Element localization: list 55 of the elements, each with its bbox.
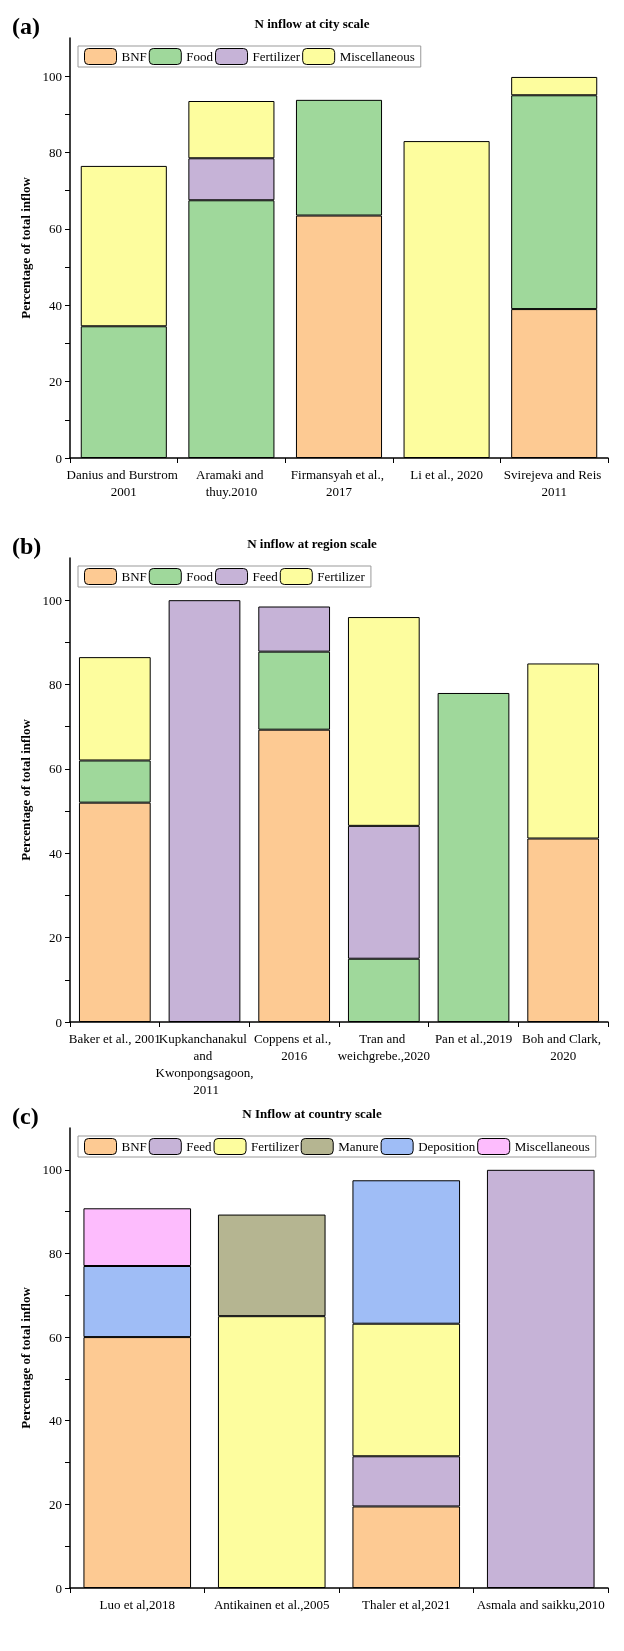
legend-label: Feed [252, 569, 279, 584]
x-tick-label: Aramaki and thuy.2010 [196, 467, 267, 499]
y-tick-label: 100 [42, 68, 62, 84]
y-axis-title: Percentage of total inflow [17, 1286, 33, 1429]
legend-label: Fertilizer [317, 569, 366, 584]
y-axis-title: Percentage of total inflow [17, 718, 33, 861]
legend-label: BNF [121, 569, 147, 584]
legend-label: Manure [338, 1139, 379, 1154]
legend-label: Fertilizer [251, 1139, 300, 1154]
chart-title: N inflow at region scale [247, 536, 378, 551]
y-tick-label: 100 [42, 1162, 62, 1178]
legend-label: Food [186, 569, 214, 584]
y-tick-label: 0 [55, 450, 62, 466]
x-tick-label: Li et al., 2020 [410, 467, 483, 482]
y-tick-label: 20 [49, 374, 62, 390]
y-tick-label: 40 [49, 1413, 62, 1429]
legend-label: Deposition [418, 1139, 476, 1154]
x-tick-label: Baker et al., 2001 [68, 1031, 161, 1046]
legend-label: Feed [186, 1139, 213, 1154]
y-tick-label: 80 [49, 677, 62, 693]
chart-title: N Inflow at country scale [242, 1106, 382, 1121]
x-tick-label: Svirejeva and Reis 2011 [503, 467, 605, 499]
y-tick-label: 0 [55, 1014, 62, 1030]
legend-label: Fertilizer [252, 49, 301, 64]
x-tick-label: Boh and Clark, 2020 [522, 1031, 605, 1063]
legend-label: BNF [121, 1139, 147, 1154]
x-tick-label: Firmansyah et al., 2017 [290, 467, 388, 499]
y-tick-label: 60 [49, 1329, 62, 1345]
legend-label: Food [186, 49, 214, 64]
legend-label: BNF [121, 49, 147, 64]
legend-label: Miscellaneous [339, 49, 415, 64]
x-tick-label: Pan et al.,2019 [434, 1031, 513, 1046]
x-tick-label: Asmala and saikku,2010 [476, 1597, 605, 1612]
x-tick-label: Danius and Burstrom 2001 [66, 467, 182, 499]
text: (b) [12, 533, 42, 559]
x-tick-label: Coppens et al., 2016 [253, 1031, 335, 1063]
y-tick-label: 40 [49, 845, 62, 861]
chart-title: N inflow at city scale [254, 16, 370, 31]
y-tick-label: 40 [49, 297, 62, 313]
text: (c) [12, 1103, 39, 1129]
y-tick-label: 20 [49, 930, 62, 946]
y-tick-label: 60 [49, 761, 62, 777]
x-tick-label: Luo et al,2018 [99, 1597, 175, 1612]
y-tick-label: 80 [49, 1245, 62, 1261]
y-tick-label: 20 [49, 1496, 62, 1512]
x-tick-label: Antikainen et al.,2005 [213, 1597, 330, 1612]
y-axis-title: Percentage of total inflow [17, 176, 33, 319]
y-tick-label: 0 [55, 1580, 62, 1596]
x-tick-label: Thaler et al,2021 [362, 1597, 451, 1612]
y-tick-label: 100 [42, 592, 62, 608]
legend-label: Miscellaneous [514, 1139, 590, 1154]
y-tick-label: 80 [49, 145, 62, 161]
x-tick-label: Tran and weichgrebe.,2020 [337, 1031, 431, 1063]
text: (a) [12, 13, 40, 39]
y-tick-label: 60 [49, 221, 62, 237]
